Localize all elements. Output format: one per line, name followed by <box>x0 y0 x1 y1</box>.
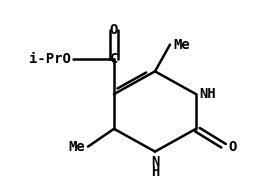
Text: O: O <box>228 140 236 154</box>
Text: N: N <box>151 155 159 169</box>
Text: NH: NH <box>199 87 216 101</box>
Text: Me: Me <box>68 140 85 154</box>
Text: C: C <box>110 53 118 66</box>
Text: i-PrO: i-PrO <box>29 53 71 66</box>
Text: O: O <box>110 23 118 37</box>
Text: H: H <box>151 165 159 180</box>
Text: Me: Me <box>173 38 190 52</box>
